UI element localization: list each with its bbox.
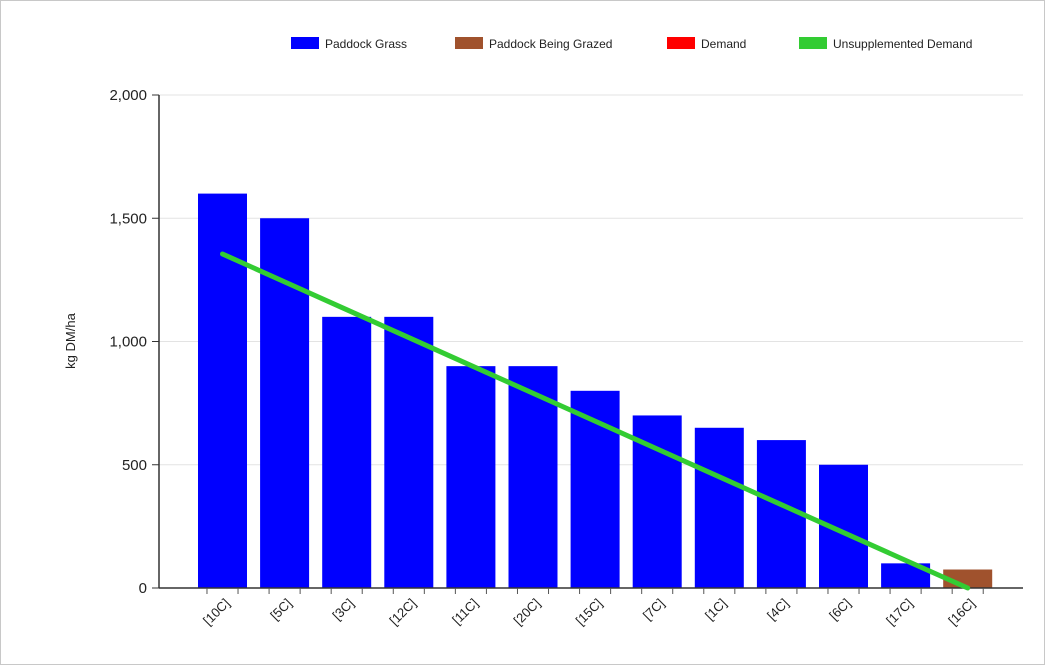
x-tick-label: [17C] [883, 596, 916, 629]
demand-lines [220, 251, 971, 591]
series-line [220, 251, 971, 591]
x-tick-label: [20C] [511, 596, 544, 629]
bar [384, 316, 434, 588]
bar [694, 427, 744, 588]
bars [198, 193, 993, 588]
bar [446, 366, 496, 588]
x-tick-label: [3C] [329, 596, 356, 623]
legend-swatch [455, 37, 483, 49]
x-tick-label: [11C] [449, 596, 481, 628]
legend-label: Paddock Grass [325, 37, 407, 51]
y-tick-label: 500 [122, 457, 147, 474]
legend: Paddock Grass Paddock Being Grazed Demand U… [291, 37, 972, 51]
x-tick-label: [6C] [826, 596, 853, 623]
bar [322, 316, 372, 588]
x-tick-label: [4C] [764, 596, 791, 623]
legend-swatch [291, 37, 319, 49]
legend-label: Paddock Being Grazed [489, 37, 612, 51]
x-tick-label: [5C] [267, 596, 294, 623]
y-tick-label: 1,500 [109, 210, 147, 227]
y-tick-label: 2,000 [109, 87, 147, 104]
legend-swatch [799, 37, 827, 49]
x-tick-label: [7C] [640, 596, 667, 623]
y-axis-title: kg DM/ha [63, 312, 78, 368]
x-tick-label: [16C] [945, 596, 978, 629]
x-tick-label: [12C] [386, 596, 419, 629]
y-tick-label: 0 [139, 580, 147, 597]
legend-label: Demand [701, 37, 746, 51]
legend-swatch [667, 37, 695, 49]
x-tick-label: [15C] [573, 596, 606, 629]
x-tick-label: [1C] [702, 596, 729, 623]
legend-label: Unsupplemented Demand [833, 37, 972, 51]
x-tick-label: [10C] [200, 596, 233, 629]
y-tick-label: 1,000 [109, 334, 147, 351]
